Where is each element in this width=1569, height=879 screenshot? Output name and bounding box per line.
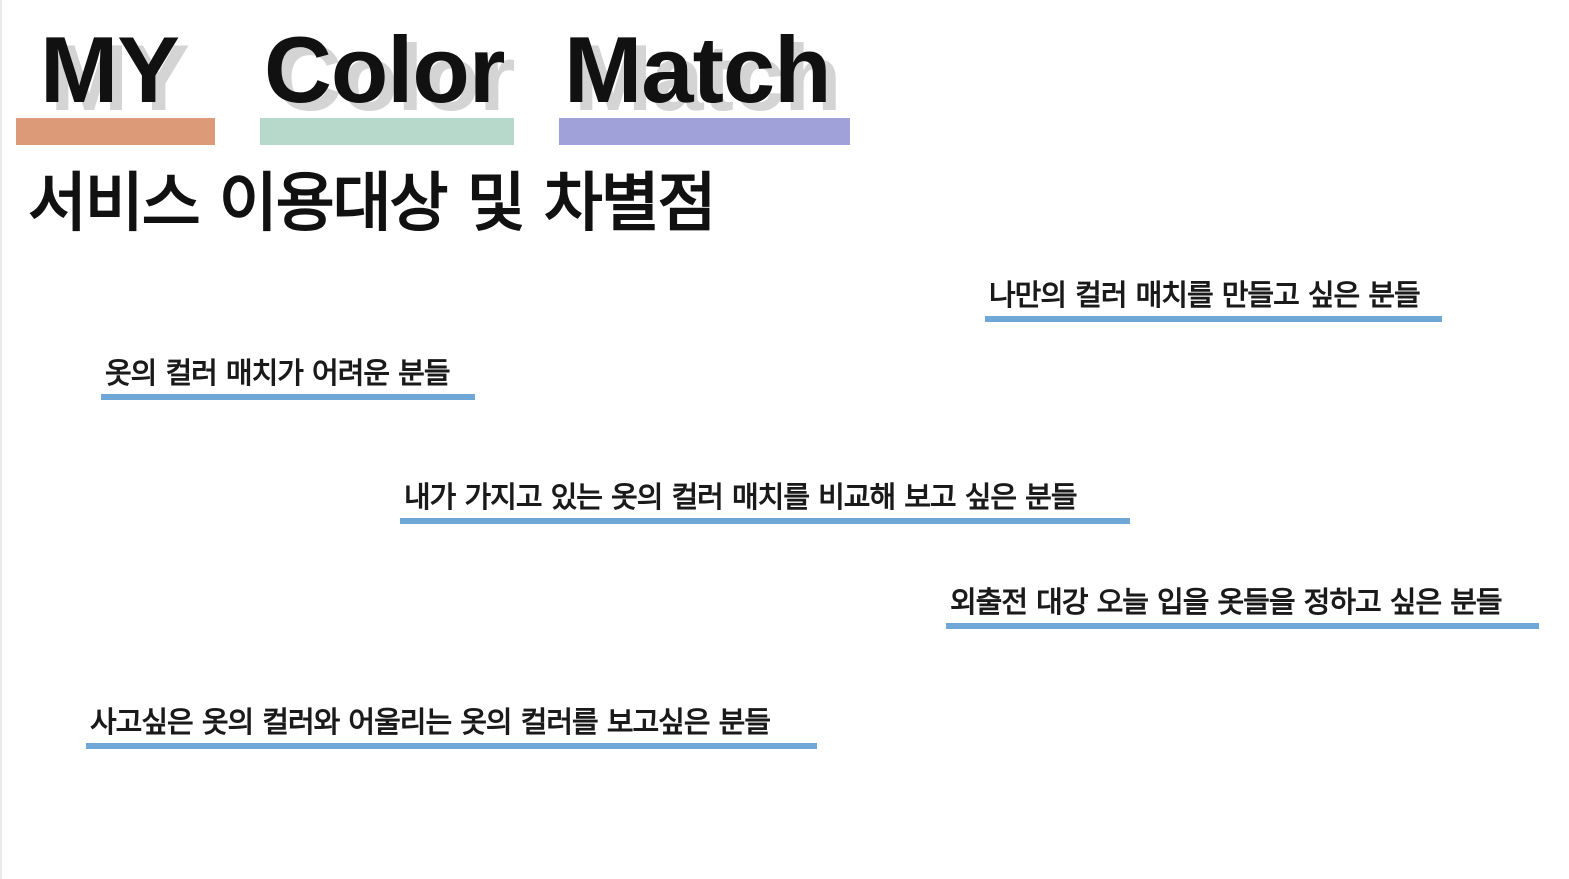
title-accent-bar-my bbox=[16, 118, 215, 145]
target-user-underline bbox=[946, 623, 1539, 629]
target-user-underline bbox=[985, 316, 1442, 322]
target-user-text: 옷의 컬러 매치가 어려운 분들 bbox=[105, 356, 451, 390]
section-heading: 서비스 이용대상 및 차별점 bbox=[28, 167, 717, 241]
title-word-text: Match bbox=[564, 17, 832, 122]
target-user-underline bbox=[101, 394, 475, 400]
target-user-underline bbox=[86, 743, 817, 749]
target-user-underline bbox=[400, 518, 1130, 524]
title-word-text: MY bbox=[40, 17, 180, 122]
target-user-item: 내가 가지고 있는 옷의 컬러 매치를 비교해 보고 싶은 분들 bbox=[400, 478, 1130, 524]
target-user-text: 나만의 컬러 매치를 만들고 싶은 분들 bbox=[989, 278, 1421, 312]
target-user-item: 옷의 컬러 매치가 어려운 분들 bbox=[101, 354, 475, 400]
target-user-item: 외출전 대강 오늘 입을 옷들을 정하고 싶은 분들 bbox=[946, 583, 1539, 629]
title-word-shadow: Color bbox=[274, 25, 515, 130]
title-word-text: Color bbox=[264, 17, 505, 122]
target-user-text: 사고싶은 옷의 컬러와 어울리는 옷의 컬러를 보고싶은 분들 bbox=[90, 705, 771, 739]
title-accent-bar-color bbox=[260, 118, 514, 145]
target-user-text: 내가 가지고 있는 옷의 컬러 매치를 비교해 보고 싶은 분들 bbox=[404, 480, 1078, 514]
title-word-shadow: Match bbox=[574, 25, 842, 130]
target-user-item: 나만의 컬러 매치를 만들고 싶은 분들 bbox=[985, 276, 1442, 322]
title-accent-bar-match bbox=[559, 118, 850, 145]
target-user-text: 외출전 대강 오늘 입을 옷들을 정하고 싶은 분들 bbox=[950, 585, 1503, 619]
target-user-item: 사고싶은 옷의 컬러와 어울리는 옷의 컬러를 보고싶은 분들 bbox=[86, 703, 817, 749]
slide-left-border bbox=[0, 0, 2, 879]
title-word-shadow: MY bbox=[50, 25, 190, 130]
